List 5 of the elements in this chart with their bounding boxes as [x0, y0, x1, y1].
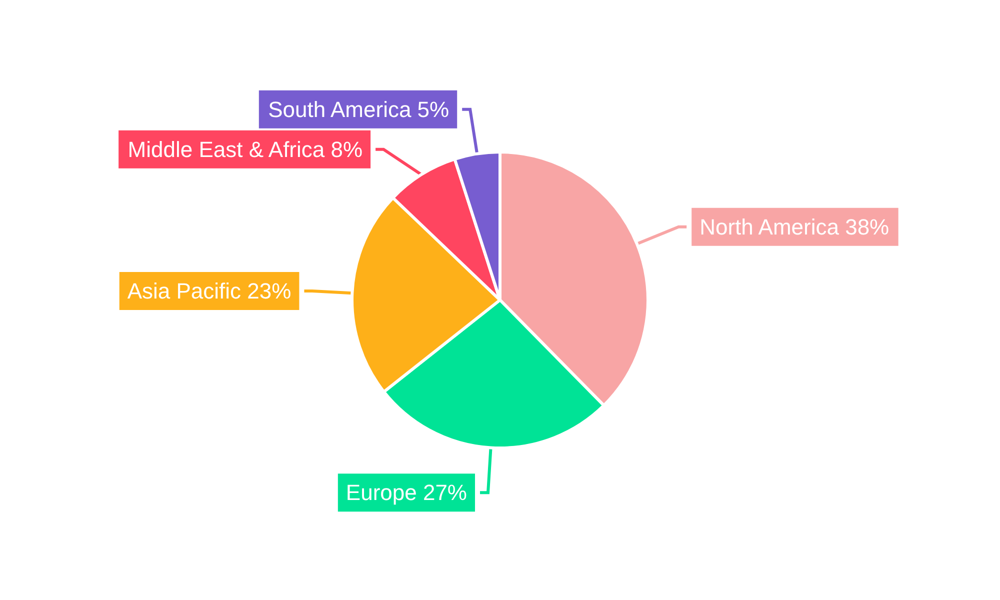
slice-label: Asia Pacific 23% [127, 278, 292, 304]
slice-label: South America 5% [268, 96, 450, 122]
slice-label: Middle East & Africa 8% [128, 136, 363, 162]
slice-label: Europe 27% [346, 480, 467, 506]
slice-label: North America 38% [700, 214, 890, 240]
